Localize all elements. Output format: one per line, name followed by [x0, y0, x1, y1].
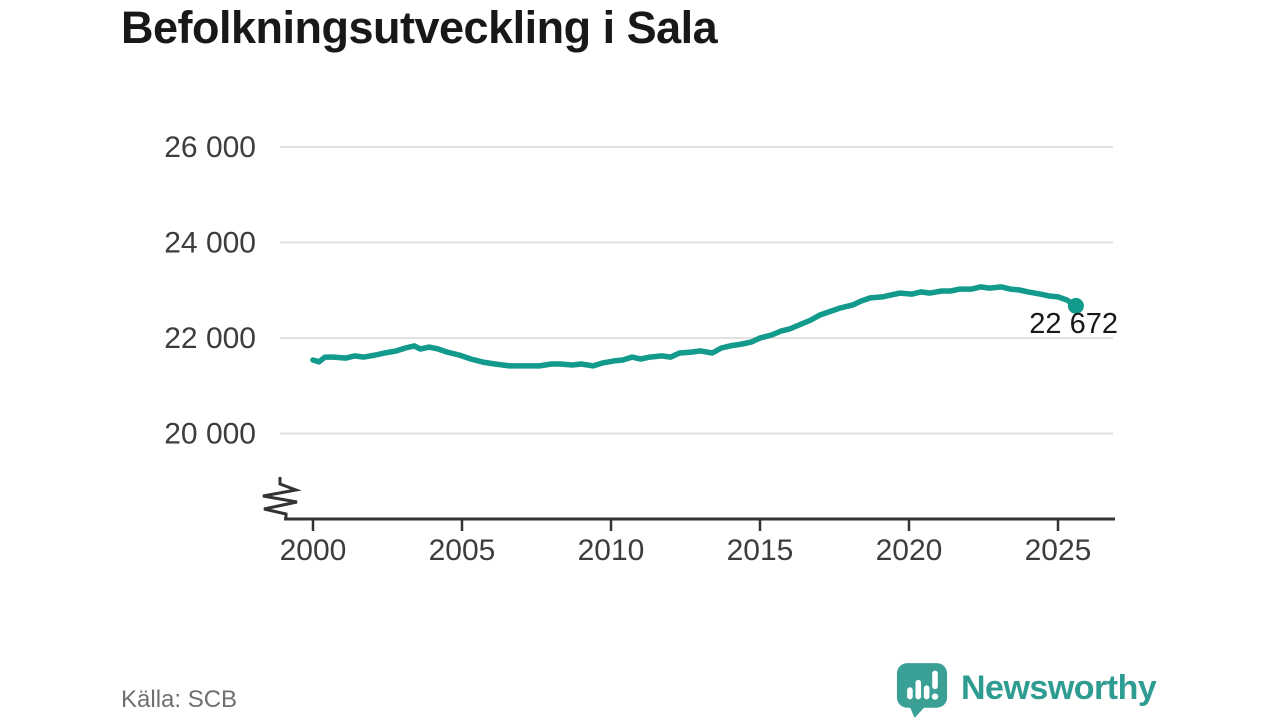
x-tick-label: 2000: [280, 534, 347, 567]
x-tick-label: 2005: [429, 534, 496, 567]
newsworthy-logo-icon: [896, 663, 948, 718]
source-label: Källa: SCB: [121, 686, 238, 713]
y-tick-label: 20 000: [164, 418, 256, 451]
x-tick-label: 2020: [876, 534, 943, 567]
x-tick-label: 2015: [727, 534, 794, 567]
x-tick-label: 2025: [1025, 534, 1092, 567]
last-value-label: 22 672: [1029, 308, 1118, 340]
newsworthy-logo-text: Newsworthy: [961, 669, 1157, 707]
page-title: Befolkningsutveckling i Sala: [121, 2, 718, 53]
x-tick-label: 2010: [578, 534, 645, 567]
y-tick-label: 26 000: [164, 131, 256, 164]
newsworthy-logo: Newsworthy: [896, 662, 1157, 720]
y-tick-label: 24 000: [164, 227, 256, 260]
axis-break-icon: [262, 477, 302, 519]
population-line: [310, 284, 1079, 369]
y-tick-label: 22 000: [164, 322, 256, 355]
end-point-dot: [1067, 297, 1084, 314]
